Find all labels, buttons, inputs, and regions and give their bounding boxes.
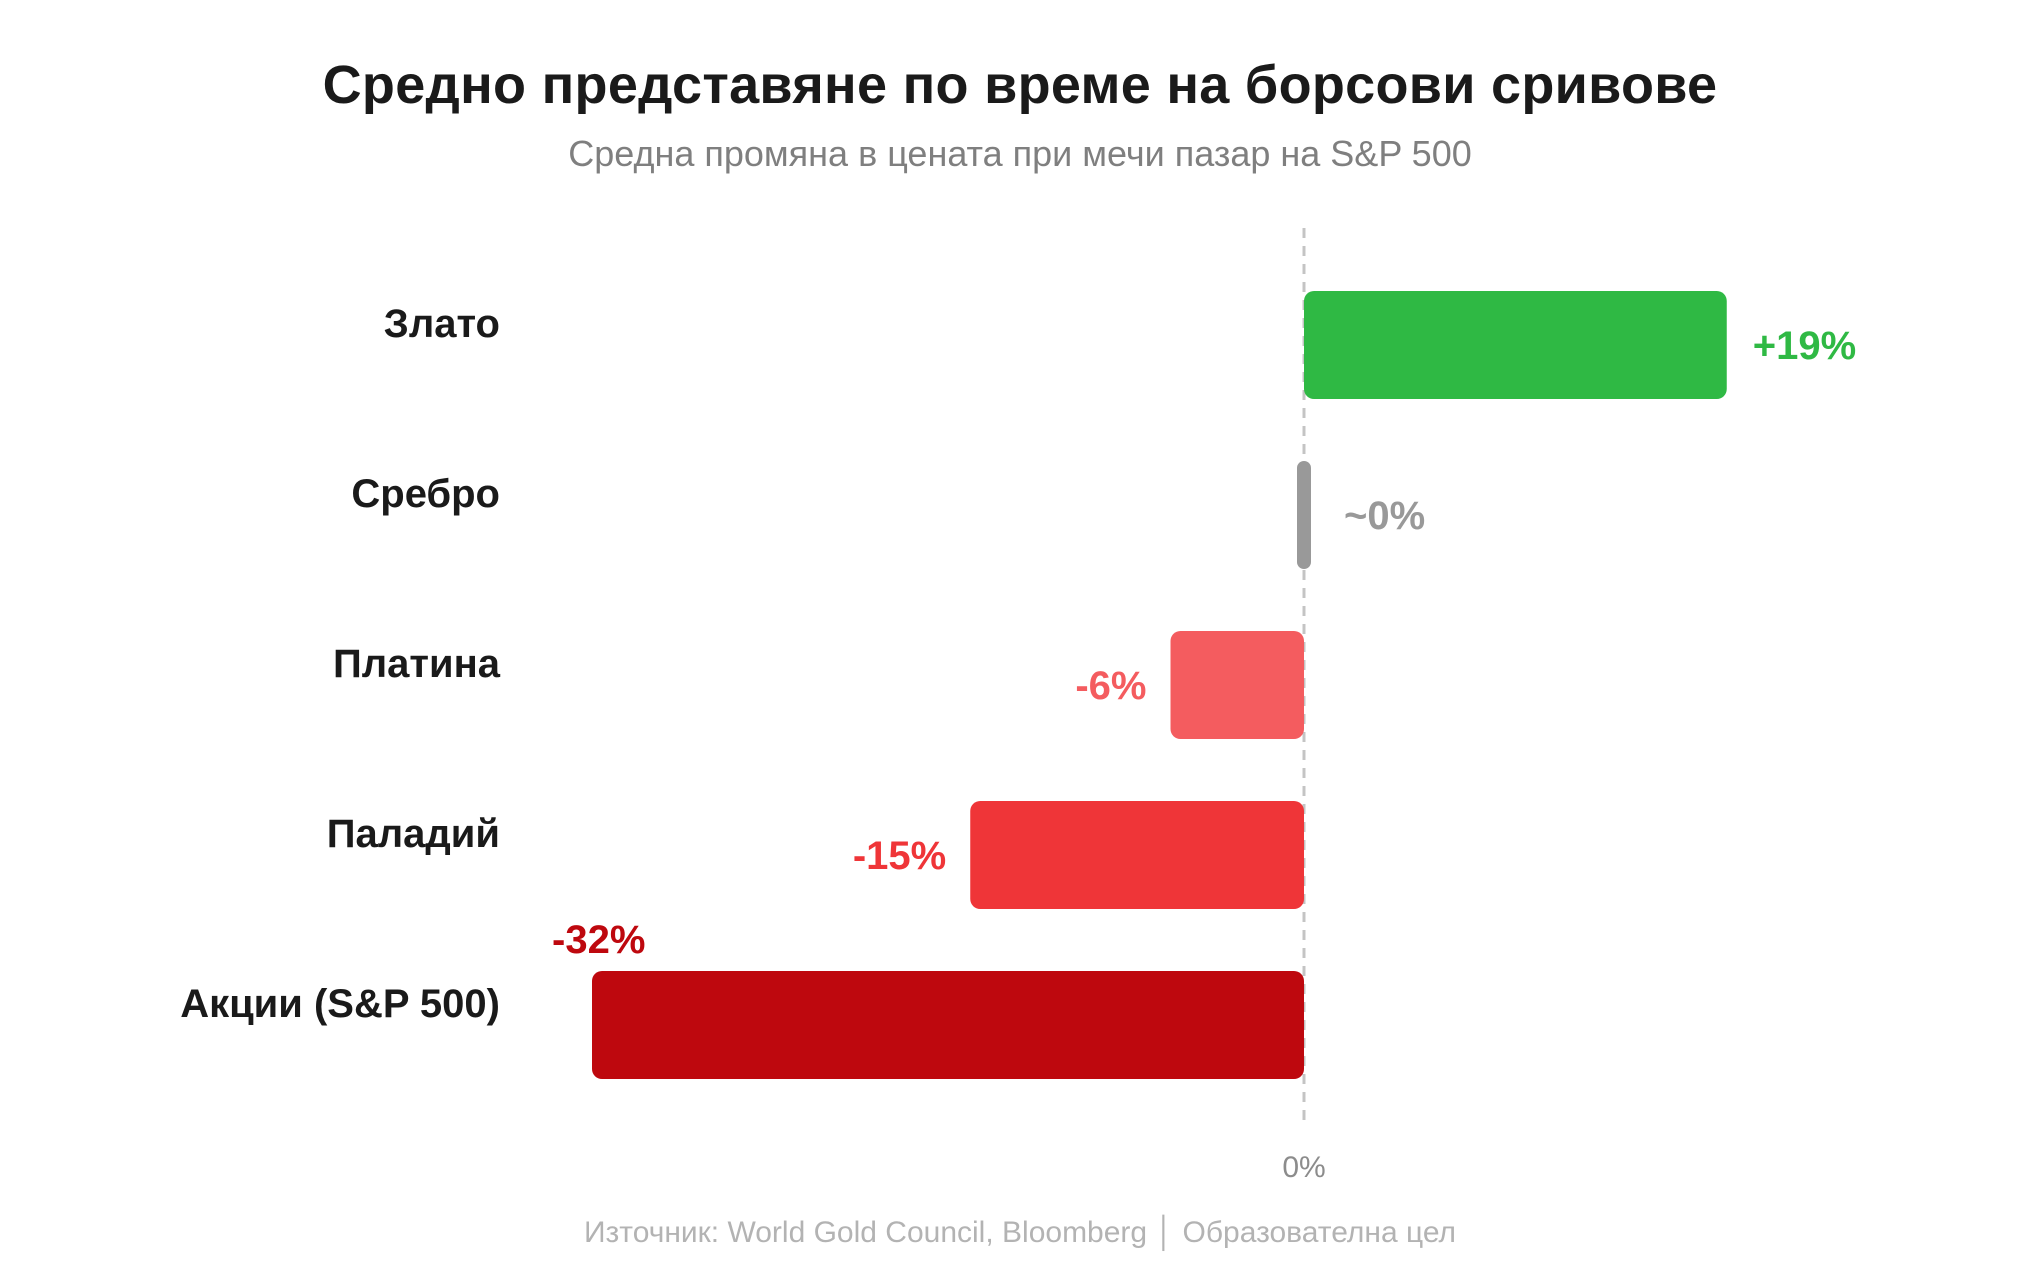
chart-title: Средно представяне по време на борсови с… [322, 55, 1718, 115]
bar [970, 801, 1304, 909]
zero-tick-label: 0% [1282, 1151, 1325, 1184]
bar [592, 971, 1304, 1079]
source-note: Източник: World Gold Council, Bloomberg … [583, 1216, 1457, 1249]
value-label: +19% [1753, 324, 1856, 368]
category-label: Злато [384, 302, 500, 346]
category-label: Сребро [351, 472, 500, 516]
bar [1297, 461, 1311, 569]
chart-subtitle: Средна промяна в цената при мечи пазар н… [568, 133, 1472, 174]
bar [1170, 631, 1304, 739]
category-label: Паладий [327, 812, 500, 856]
value-label: -32% [552, 918, 645, 962]
value-label: -15% [853, 834, 946, 878]
value-label: ~0% [1344, 494, 1425, 538]
bar [1304, 291, 1727, 399]
category-label: Акции (S&P 500) [180, 982, 500, 1026]
category-label: Платина [333, 642, 501, 686]
value-label: -6% [1075, 664, 1146, 708]
